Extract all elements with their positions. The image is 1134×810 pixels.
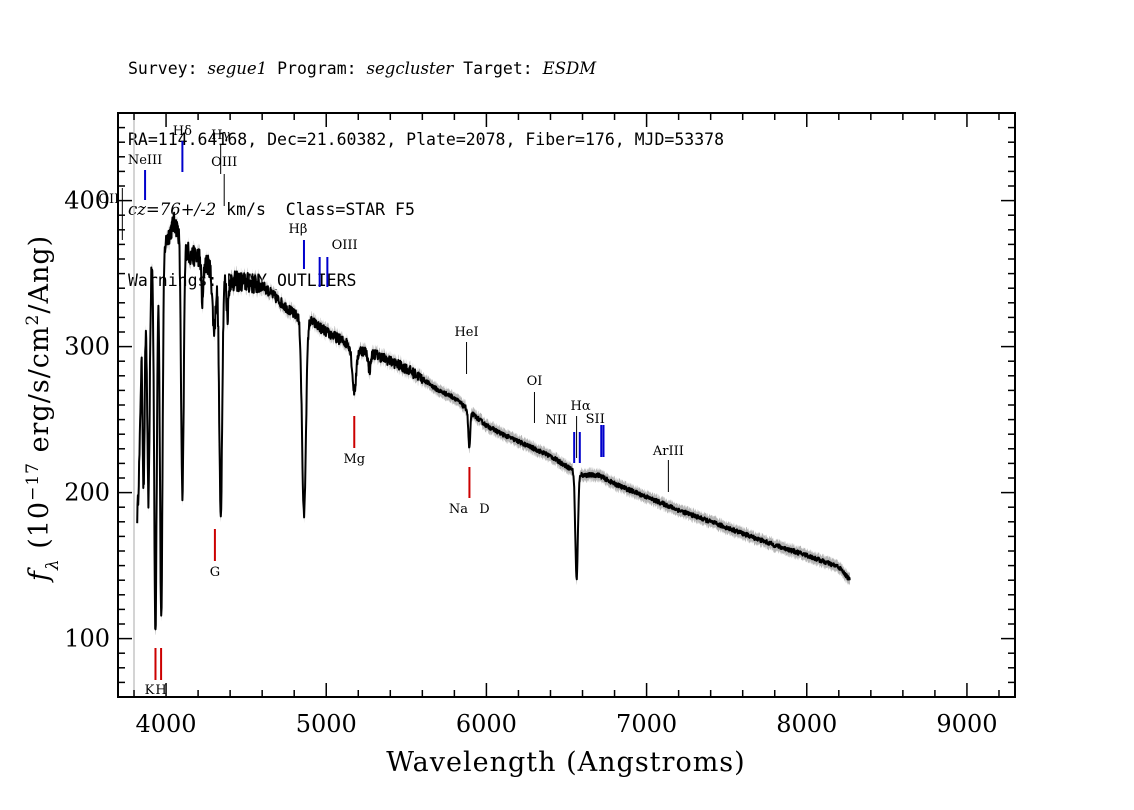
emission-label-oiii: OIII [211,155,237,170]
error-band [137,206,850,636]
emission-label-hei: HeI [454,325,478,340]
emission-label-hβ: Hβ [289,222,308,237]
emission-label-hδ: Hδ [173,124,192,139]
absorption-label-g: G [210,565,220,580]
y-tick-label: 400 [64,187,110,215]
class-value: km/s Class=STAR F5 [226,200,415,219]
axes-layer: 4000 5000 6000 7000 8000 9000 100 200 300 400 [64,112,1016,738]
absorption-label-na: Na [449,502,468,517]
survey-value: segue1 [207,59,268,78]
plot-layer [133,113,851,697]
y-tick-label: 100 [64,625,110,653]
absorption-label-h: H [155,683,166,698]
program-value: segcluster [366,59,454,78]
x-tick-label: 8000 [776,710,837,738]
x-tick-label: 7000 [616,710,677,738]
spectrum-header: Survey: segue1 Program: segcluster Targe… [128,10,724,316]
x-tick-label: 4000 [136,710,197,738]
emission-label-oii: OII [98,192,119,207]
y-tick-label: 300 [64,333,110,361]
target-value: ESDM [542,59,597,78]
x-tick-label: 6000 [456,710,517,738]
survey-label: Survey: [128,59,198,78]
target-label: Target: [463,59,533,78]
emission-label-nii: NII [545,413,567,428]
header-line-coordinates: RA=114.64168, Dec=21.60382, Plate=2078, … [128,129,725,149]
y-axis-label: fλ (10−17 erg/s/cm2/Ang) [23,235,63,583]
x-tick-label: 9000 [936,710,997,738]
cz-value: cz=76+/-2 [128,200,217,219]
header-line-survey: Survey: segue1 Program: segcluster Targe… [128,57,724,81]
x-tick-label: 5000 [296,710,357,738]
y-tick-label: 200 [64,479,110,507]
x-axis-label: Wavelength (Angstroms) [386,747,745,778]
program-label: Program: [277,59,357,78]
emission-label-oiii: OIII [332,238,358,253]
header-line-redshift: cz=76+/-2 km/s Class=STAR F5 [128,198,724,222]
absorption-label-d: D [479,502,489,517]
emission-label-hγ: Hγ [211,128,230,143]
emission-label-hα: Hα [571,399,591,414]
absorption-label-k: K [145,683,155,698]
flux-line [136,211,851,631]
svg-text:fλ (10−17 erg/s/cm2/Ang): fλ (10−17 erg/s/cm2/Ang) [23,235,63,583]
emission-label-neiii: NeIII [128,153,162,168]
emission-label-sii: SII [586,412,605,427]
absorption-label-mg: Mg [343,452,365,467]
emission-label-oi: OI [527,374,543,389]
plot-frame [117,112,1016,698]
emission-label-ariii: ArIII [652,444,684,459]
